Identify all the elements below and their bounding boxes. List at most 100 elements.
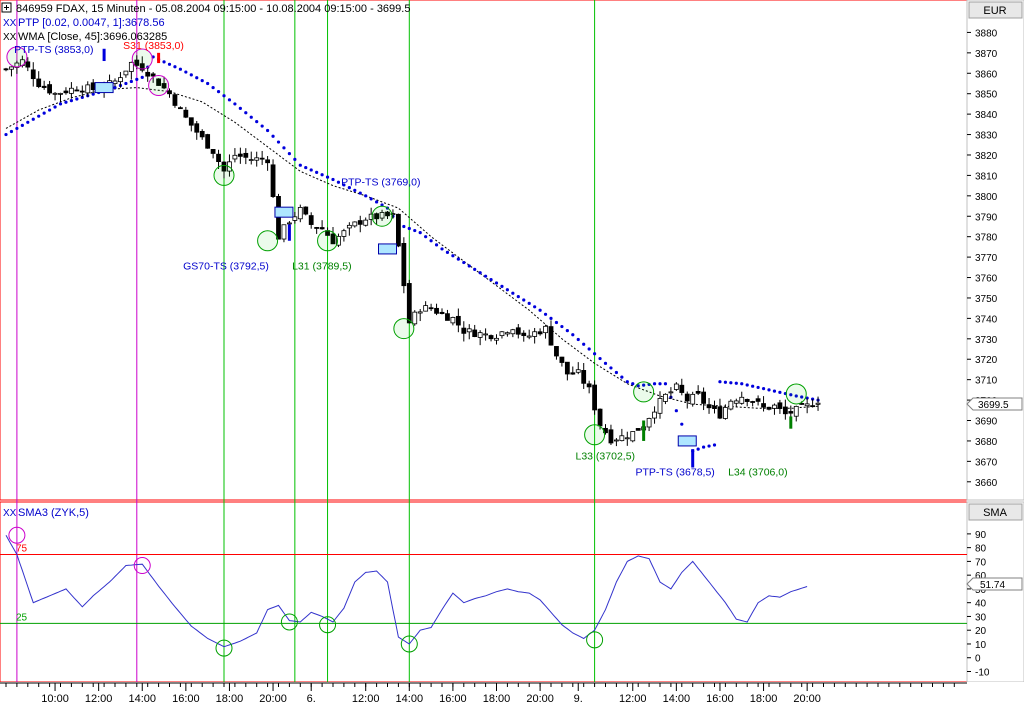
time-tick-label: 20:00 xyxy=(259,693,287,705)
candle-body xyxy=(445,313,450,321)
level-label: 75 xyxy=(16,544,28,555)
ptp-dot xyxy=(811,397,815,401)
ptp-dot xyxy=(636,384,640,388)
ptp-dot xyxy=(734,381,738,385)
price-tick-label: 3850 xyxy=(975,90,998,101)
ptp-dot xyxy=(364,194,368,198)
sma-tick-label: 80 xyxy=(975,544,987,555)
candle-body xyxy=(663,393,668,402)
ptp-dot xyxy=(451,254,455,258)
candle-body xyxy=(232,154,238,160)
ptp-dot xyxy=(789,393,793,397)
sma-prefix-icon[interactable]: XX xyxy=(3,508,17,519)
ptp-dot xyxy=(140,75,144,79)
candle-body xyxy=(733,400,739,404)
time-tick-label: 9. xyxy=(574,693,583,705)
price-tick-label: 3860 xyxy=(975,69,998,80)
ptp-dot xyxy=(560,324,564,329)
candle-body xyxy=(537,331,543,335)
ptp-dot xyxy=(494,281,499,285)
chart-menu-icon[interactable] xyxy=(1,2,12,13)
ptp-dot xyxy=(800,395,804,399)
candle-body xyxy=(804,403,810,407)
candle-body xyxy=(788,411,794,414)
ptp-dot xyxy=(582,342,586,346)
candle-body xyxy=(265,159,271,164)
wma-legend: WMA [Close, 45]:3696.063285 xyxy=(18,31,167,43)
candle-body xyxy=(139,63,145,71)
candle-body xyxy=(357,220,363,225)
ptp-dot xyxy=(304,165,308,170)
candle-body xyxy=(177,107,183,110)
ptp-prefix-icon[interactable]: XX xyxy=(3,18,17,29)
ptp-dot xyxy=(751,384,755,388)
candle-body xyxy=(161,83,167,89)
instrument-info: 846959 FDAX, 15 Minuten - 05.08.2004 09:… xyxy=(16,3,410,15)
candle-body xyxy=(652,411,657,419)
candle-body xyxy=(439,311,445,314)
ptp-dot xyxy=(565,329,569,333)
sma-legend: SMA3 (ZYK,5) xyxy=(18,507,89,519)
signal-annotation: S31 (3853,0) xyxy=(123,40,184,52)
candle-body xyxy=(646,418,652,428)
ptp-dot xyxy=(298,163,302,167)
ptp-dot xyxy=(287,152,291,156)
price-tick-label: 3790 xyxy=(975,212,998,223)
ptp-dot xyxy=(9,129,14,134)
signal-box xyxy=(274,206,294,218)
currency-box xyxy=(968,1,1023,19)
ptp-dot xyxy=(282,146,286,150)
sma-signal-circle xyxy=(586,631,604,649)
candle-body xyxy=(145,71,151,77)
ptp-dot xyxy=(64,100,68,104)
candle-body xyxy=(63,90,69,94)
candle-body xyxy=(772,404,777,409)
candle-body xyxy=(69,87,74,94)
ptp-dot xyxy=(227,98,232,102)
ptp-dot xyxy=(478,271,482,275)
candle-body xyxy=(3,68,9,71)
price-tick-label: 3870 xyxy=(975,49,998,60)
signal-box xyxy=(677,435,697,447)
ptp-dot xyxy=(587,347,591,351)
ptp-dot xyxy=(184,70,188,74)
candle-body xyxy=(395,213,401,247)
signal-box xyxy=(94,82,114,94)
ptp-dot xyxy=(522,298,526,302)
price-tick-label: 3820 xyxy=(975,151,998,162)
candle-body xyxy=(156,78,162,86)
header-legend: 846959 FDAX, 15 Minuten - 05.08.2004 09:… xyxy=(1,2,410,519)
signal-circle xyxy=(257,230,279,252)
time-tick-label: 12:00 xyxy=(85,693,113,705)
price-tick-label: 3690 xyxy=(975,417,998,428)
ptp-dot xyxy=(680,422,684,426)
candle-body xyxy=(477,332,483,338)
candle-body xyxy=(750,401,756,403)
candle-body xyxy=(363,219,369,226)
ptp-dot xyxy=(707,444,711,448)
ptp-dot xyxy=(772,389,777,393)
ptp-dot xyxy=(473,267,477,271)
ptp-dot xyxy=(756,385,760,390)
signal-annotation: PTP-TS (3678,5) xyxy=(635,467,714,479)
signal-circle xyxy=(393,318,415,340)
price-tick-label: 3760 xyxy=(975,274,998,285)
wma-prefix-icon[interactable]: XX xyxy=(3,32,17,43)
candle-body xyxy=(592,384,597,411)
ptp-dot xyxy=(761,387,766,391)
time-tick-label: 16:00 xyxy=(706,693,734,705)
ptp-dot xyxy=(533,305,537,309)
last-sma-marker xyxy=(966,577,1023,591)
sma-signal-circle xyxy=(215,639,233,657)
ptp-dot xyxy=(222,94,226,98)
ptp-dot xyxy=(527,301,531,306)
candle-body xyxy=(614,439,619,442)
candle-body xyxy=(286,222,292,225)
time-tick-label: 14:00 xyxy=(663,693,691,705)
ptp-dot xyxy=(489,277,493,282)
time-tick-label: 14:00 xyxy=(128,693,156,705)
candle-body xyxy=(336,235,341,246)
candle-body xyxy=(684,393,690,402)
signal-circle xyxy=(148,75,170,97)
